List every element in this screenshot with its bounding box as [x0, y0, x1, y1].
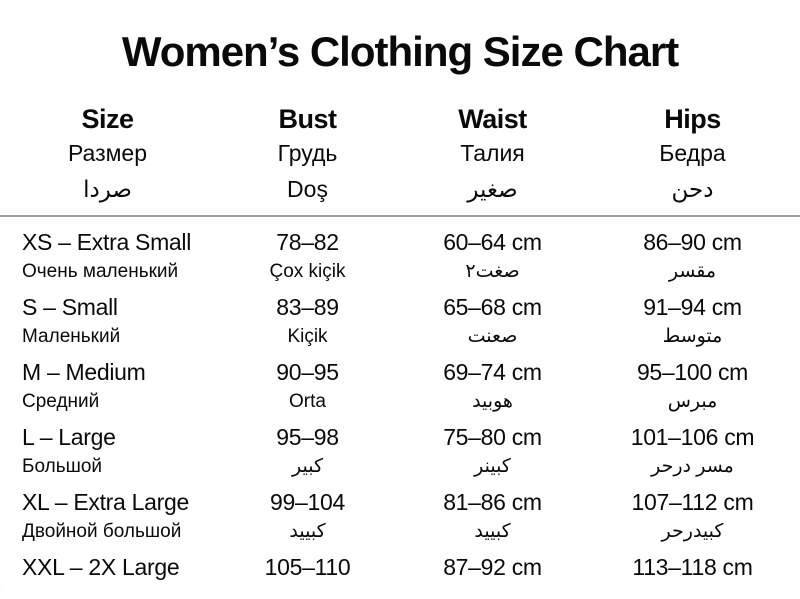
- size-cell: XXL – 2X Large: [0, 551, 215, 599]
- header-hips-ru: Бедра: [659, 140, 726, 166]
- size-cell: L – Large Большой: [0, 421, 215, 486]
- waist-cell: 87–92 cm: [400, 551, 585, 599]
- hips-cell: 86–90 cm مقسر: [585, 226, 800, 291]
- bust-translation: Çox kiçik: [269, 261, 346, 282]
- table-row: XL – Extra Large Двойной большой 99–104 …: [0, 486, 800, 551]
- size-label: XXL – 2X Large: [22, 554, 180, 580]
- waist-value: 87–92 cm: [443, 554, 542, 580]
- size-label: XL – Extra Large: [22, 489, 189, 515]
- bust-value: 78–82: [276, 229, 339, 255]
- waist-translation: صغت٢: [465, 261, 520, 282]
- bust-value: 99–104: [270, 489, 345, 515]
- hips-value: 91–94 cm: [643, 294, 742, 320]
- table-row: S – Small Маленький 83–89 Kiçik 65–68 cm…: [0, 291, 800, 356]
- page-title: Women’s Clothing Size Chart: [121, 28, 679, 75]
- hips-translation: كبيدرحر: [661, 521, 724, 542]
- table-body: XS – Extra Small Очень маленький 78–82 Ç…: [0, 217, 800, 599]
- header-bust-ar: Doş: [287, 176, 328, 202]
- header-hips-ar: دحن: [671, 176, 714, 202]
- header-hips-en: Hips: [664, 104, 721, 134]
- header-size-ar: صردا: [83, 176, 132, 202]
- bust-translation: كبير: [292, 456, 323, 477]
- size-cell: XL – Extra Large Двойной большой: [0, 486, 215, 551]
- table-row: M – Medium Средний 90–95 Orta 69–74 cm ه…: [0, 356, 800, 421]
- header-divider: [0, 215, 800, 217]
- hips-value: 86–90 cm: [643, 229, 742, 255]
- waist-value: 81–86 cm: [443, 489, 542, 515]
- size-label: S – Small: [22, 294, 118, 320]
- waist-translation: صعنت: [467, 326, 518, 347]
- size-cell: M – Medium Средний: [0, 356, 215, 421]
- table-row: L – Large Большой 95–98 كبير 75–80 cm كب…: [0, 421, 800, 486]
- table-row: XS – Extra Small Очень маленький 78–82 Ç…: [0, 226, 800, 291]
- size-label: L – Large: [22, 424, 116, 450]
- size-translation: Средний: [22, 391, 100, 412]
- bust-cell: 95–98 كبير: [215, 421, 400, 486]
- bust-translation: Orta: [289, 391, 326, 412]
- waist-cell: 65–68 cm صعنت: [400, 291, 585, 356]
- column-header-bust: Bust Грудь Doş: [215, 102, 400, 207]
- header-waist-en: Waist: [458, 104, 527, 134]
- bust-value: 105–110: [264, 554, 351, 580]
- size-label: XS – Extra Small: [22, 229, 192, 255]
- bust-cell: 99–104 كبييد: [215, 486, 400, 551]
- size-cell: S – Small Маленький: [0, 291, 215, 356]
- header-bust-ru: Грудь: [277, 140, 338, 166]
- header-waist-ru: Талия: [460, 140, 525, 166]
- table-header: Size Размер صردا Bust Грудь Doş Waist Та…: [0, 102, 800, 207]
- header-size-ru: Размер: [67, 140, 148, 166]
- hips-translation: مسر درحر: [651, 456, 734, 477]
- column-header-hips: Hips Бедра دحن: [585, 102, 800, 207]
- hips-value: 113–118 cm: [632, 554, 753, 580]
- waist-value: 69–74 cm: [443, 359, 542, 385]
- bust-cell: 83–89 Kiçik: [215, 291, 400, 356]
- bust-translation: Kiçik: [287, 326, 328, 347]
- size-translation: Двойной большой: [22, 521, 182, 542]
- bust-cell: 90–95 Orta: [215, 356, 400, 421]
- size-translation: Большой: [22, 456, 103, 477]
- column-header-waist: Waist Талия صغير: [400, 102, 585, 207]
- hips-cell: 91–94 cm متوسط: [585, 291, 800, 356]
- hips-translation: مقسر: [668, 261, 717, 282]
- hips-cell: 95–100 cm مبرس: [585, 356, 800, 421]
- waist-translation: كبينر: [474, 456, 511, 477]
- bust-cell: 105–110: [215, 551, 400, 599]
- bust-translation: كبييد: [289, 521, 326, 542]
- table-row: XXL – 2X Large 105–110 87–92 cm 113–118 …: [0, 551, 800, 599]
- hips-value: 107–112 cm: [631, 489, 754, 515]
- waist-cell: 69–74 cm هوبيد: [400, 356, 585, 421]
- waist-value: 65–68 cm: [443, 294, 542, 320]
- bust-value: 95–98: [276, 424, 339, 450]
- size-translation: Очень маленький: [22, 261, 179, 282]
- hips-translation: مبرس: [667, 391, 718, 412]
- header-waist-ar: صغير: [467, 176, 518, 202]
- waist-cell: 81–86 cm كبييد: [400, 486, 585, 551]
- size-label: M – Medium: [22, 359, 146, 385]
- hips-cell: 113–118 cm: [585, 551, 800, 599]
- waist-cell: 60–64 cm صغت٢: [400, 226, 585, 291]
- size-translation: Маленький: [22, 326, 121, 347]
- column-header-size: Size Размер صردا: [0, 102, 215, 207]
- bust-cell: 78–82 Çox kiçik: [215, 226, 400, 291]
- header-bust-en: Bust: [278, 104, 338, 134]
- hips-cell: 107–112 cm كبيدرحر: [585, 486, 800, 551]
- waist-cell: 75–80 cm كبينر: [400, 421, 585, 486]
- bust-value: 83–89: [276, 294, 339, 320]
- bust-value: 90–95: [276, 359, 339, 385]
- hips-value: 95–100 cm: [636, 359, 749, 385]
- hips-translation: متوسط: [662, 326, 723, 347]
- waist-translation: كبييد: [474, 521, 511, 542]
- waist-value: 60–64 cm: [443, 229, 542, 255]
- header-size-en: Size: [81, 104, 134, 134]
- waist-value: 75–80 cm: [443, 424, 542, 450]
- hips-value: 101–106 cm: [630, 424, 755, 450]
- size-cell: XS – Extra Small Очень маленький: [0, 226, 215, 291]
- waist-translation: هوبيد: [472, 391, 513, 412]
- hips-cell: 101–106 cm مسر درحر: [585, 421, 800, 486]
